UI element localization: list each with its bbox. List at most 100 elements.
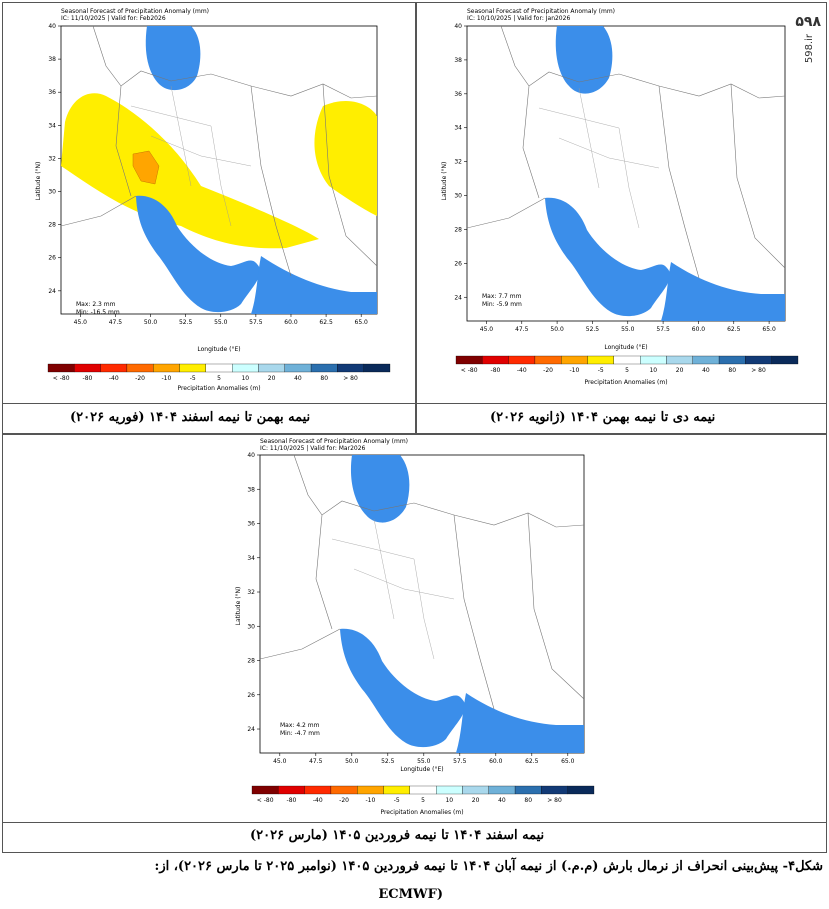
province-borders xyxy=(130,85,252,227)
y-tick: 38 xyxy=(247,486,260,493)
colorbar-swatch xyxy=(455,355,483,365)
colorbar-swatch xyxy=(718,355,746,365)
y-tick-label: 26 xyxy=(48,255,56,262)
y-tick: 34 xyxy=(48,122,61,129)
colorbar-tick-label: -5 xyxy=(394,797,400,804)
colorbar-tick-label: -20 xyxy=(543,367,553,374)
colorbar-swatch xyxy=(310,363,338,373)
x-tick: 55.0 xyxy=(417,753,431,765)
y-tick-label: 30 xyxy=(48,189,56,196)
map-area xyxy=(60,25,378,315)
colorbar-tick-label: -10 xyxy=(365,797,375,804)
colorbar-swatch xyxy=(47,363,75,373)
colorbar-swatch xyxy=(508,355,536,365)
x-tick: 60.0 xyxy=(692,321,705,333)
x-tick-label: 65.0 xyxy=(355,319,369,326)
colorbar: < -80 -80 -40 -20 -10 -5 5 10 20 40 80 > 80 xyxy=(455,355,799,374)
colorbar-tick-label: -5 xyxy=(190,375,196,382)
colorbar-tick-label: -20 xyxy=(135,375,145,382)
y-tick-label: 32 xyxy=(48,155,56,162)
x-tick-label: 65.0 xyxy=(561,758,575,765)
y-tick: 28 xyxy=(48,222,61,229)
map-stats-max: Max: 7.7 mm xyxy=(482,293,522,300)
x-tick: 50.0 xyxy=(144,314,157,326)
caspian-sea xyxy=(350,455,410,523)
colorbar-swatch xyxy=(284,363,312,373)
y-tick: 34 xyxy=(454,125,467,132)
map-panel-mar: Seasonal Forecast of Precipitation Anoma… xyxy=(230,436,595,816)
colorbar-swatch xyxy=(534,355,562,365)
x-tick: 47.5 xyxy=(109,314,122,326)
colorbar-tick-label: 5 xyxy=(421,797,425,804)
colorbar-tick-label: 5 xyxy=(217,375,221,382)
x-tick: 65.0 xyxy=(355,314,369,326)
y-axis-label: Latitude (°N) xyxy=(235,587,242,626)
panel-frame-feb xyxy=(2,2,416,435)
watermark: ۵۹۸ 598.ir xyxy=(795,14,821,63)
anomaly-yellow-region-east xyxy=(314,100,377,216)
x-axis: 45.0 47.5 50.0 52.5 55.0 57.5 60.0 62.5 65.0 xyxy=(480,321,776,333)
y-tick: 40 xyxy=(247,452,260,459)
colorbar-swatch xyxy=(666,355,693,365)
colorbar-swatch xyxy=(561,355,588,365)
map-stats-max: Max: 4.2 mm xyxy=(280,722,320,729)
y-tick-label: 24 xyxy=(247,726,255,733)
caption-jan: نیمه دی تا نیمه بهمن ۱۴۰۴ (ژانویه ۲۰۲۶) xyxy=(490,410,716,425)
province-borders xyxy=(538,87,660,229)
caption-mar: نیمه اسفند ۱۴۰۴ تا نیمه فروردین ۱۴۰۵ (ما… xyxy=(250,828,545,843)
y-axis-label: Latitude (°N) xyxy=(441,162,448,201)
x-tick: 50.0 xyxy=(550,321,564,333)
x-tick-label: 50.0 xyxy=(550,326,564,333)
y-tick: 36 xyxy=(454,91,467,98)
colorbar-swatch xyxy=(337,363,364,373)
colorbar-label: Precipitation Anomalies (m) xyxy=(584,379,667,386)
colorbar-swatch xyxy=(613,355,641,365)
y-tick-label: 32 xyxy=(247,589,255,596)
x-tick-label: 55.0 xyxy=(417,758,431,765)
y-tick-label: 36 xyxy=(48,89,56,96)
colorbar-tick-label: < -80 xyxy=(53,375,70,382)
x-tick-label: 45.0 xyxy=(480,326,494,333)
colorbar-tick-label: 20 xyxy=(472,797,480,804)
colorbar-tick-label: 20 xyxy=(268,375,276,382)
y-tick-label: 38 xyxy=(454,57,462,64)
y-tick: 28 xyxy=(454,226,467,233)
map-header-ic: IC: 11/10/2025 | Valid for: Mar2026 xyxy=(260,445,366,452)
panel-frame-jan xyxy=(416,2,827,435)
gulf-of-oman-arabian-sea xyxy=(456,693,584,753)
map-figure-jan: Seasonal Forecast of Precipitation Anoma… xyxy=(441,8,799,386)
map-header-title: Seasonal Forecast of Precipitation Anoma… xyxy=(260,438,408,445)
colorbar-swatch xyxy=(567,785,595,795)
persian-gulf xyxy=(545,197,671,317)
y-tick-label: 34 xyxy=(454,125,462,132)
y-tick-label: 30 xyxy=(454,193,462,200)
y-tick: 38 xyxy=(48,56,61,63)
map-stats-min: Min: -5.9 mm xyxy=(482,301,522,308)
colorbar-label: Precipitation Anomalies (m) xyxy=(177,385,260,391)
x-axis: 45.0 47.5 50.0 52.5 55.0 57.5 60.0 62.5 65.0 xyxy=(74,314,368,326)
y-tick: 28 xyxy=(247,658,260,665)
colorbar-swatch xyxy=(126,363,154,373)
colorbar-swatch xyxy=(278,785,305,795)
y-tick-label: 24 xyxy=(48,288,56,295)
figure-caption-source: (ECMWF xyxy=(378,887,443,902)
x-tick: 45.0 xyxy=(480,321,494,333)
province-borders xyxy=(331,518,455,660)
map-stats-min: Min: -4.7 mm xyxy=(280,730,320,737)
y-tick-label: 38 xyxy=(48,56,56,63)
map-area xyxy=(259,454,585,754)
colorbar-tick-label: > 80 xyxy=(343,375,358,382)
y-axis: 40 38 36 34 32 30 28 26 24 xyxy=(48,23,61,295)
x-tick-label: 57.5 xyxy=(453,758,467,765)
x-tick: 52.5 xyxy=(381,753,395,765)
colorbar-swatch xyxy=(409,785,437,795)
colorbar-swatch xyxy=(179,363,206,373)
y-tick: 40 xyxy=(48,23,61,30)
y-tick-label: 26 xyxy=(454,260,462,267)
x-tick: 45.0 xyxy=(273,753,287,765)
colorbar-tick-label: 5 xyxy=(625,367,629,374)
map-panel-jan: Seasonal Forecast of Precipitation Anoma… xyxy=(436,6,801,391)
colorbar-tick-label: 20 xyxy=(676,367,684,374)
x-axis-label: Longitude (°E) xyxy=(400,766,443,773)
colorbar-swatch xyxy=(232,363,259,373)
